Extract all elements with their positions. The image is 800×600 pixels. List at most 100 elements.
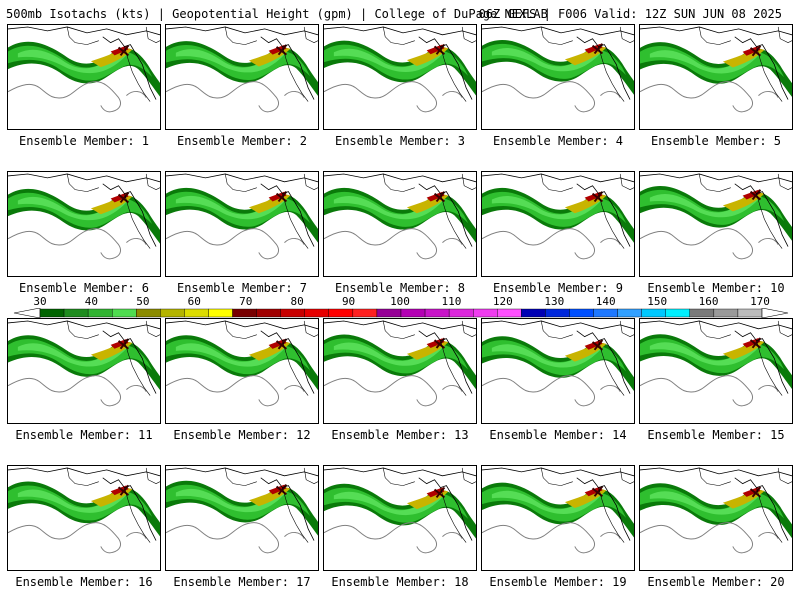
ensemble-map-panel: [639, 465, 793, 571]
colorbar: 30 40 50 60 70 80 90 100 110 120 130 140 150 160 170: [0, 296, 800, 320]
ensemble-member-label: Ensemble Member: 14: [489, 428, 627, 442]
colorbar-swatch: [665, 308, 691, 318]
ensemble-map-panel: [165, 465, 319, 571]
colorbar-swatch: [352, 308, 378, 318]
ensemble-member-label: Ensemble Member: 6: [18, 281, 150, 295]
colorbar-swatch: [304, 308, 330, 318]
map-svg: [482, 467, 634, 554]
map-svg: [482, 26, 634, 113]
colorbar-swatch: [593, 308, 618, 318]
ensemble-member-label: Ensemble Member: 11: [15, 428, 153, 442]
colorbar-tick-label: 160: [698, 295, 719, 308]
colorbar-tick-label: 140: [595, 295, 616, 308]
colorbar-swatch: [617, 308, 642, 318]
colorbar-swatch: [136, 308, 161, 318]
colorbar-tick-label: 60: [187, 295, 201, 308]
ensemble-map-panel: [481, 318, 635, 424]
colorbar-tick-label: 170: [750, 295, 770, 308]
ensemble-member-label: Ensemble Member: 2: [176, 134, 308, 148]
ensemble-member-label: Ensemble Member: 20: [647, 575, 785, 589]
ensemble-map-panel: [165, 24, 319, 130]
ensemble-map-panel: [639, 318, 793, 424]
colorbar-swatch: [713, 308, 739, 318]
colorbar-tick-label: 30: [33, 295, 47, 308]
colorbar-swatch: [328, 308, 354, 318]
title-left: 500mb Isotachs (kts) | Geopotential Heig…: [6, 7, 548, 21]
map-svg: [166, 173, 318, 260]
map-svg: [640, 467, 792, 554]
colorbar-tick-label: 150: [647, 295, 668, 308]
colorbar-tick-label: 120: [492, 295, 513, 308]
colorbar-swatch: [545, 308, 570, 318]
colorbar-tick-label: 110: [441, 295, 462, 308]
map-svg: [166, 26, 318, 113]
map-svg: [8, 173, 160, 260]
colorbar-tick-label: 50: [136, 295, 150, 308]
ensemble-map-panel: [481, 171, 635, 277]
ensemble-map-panel: [7, 465, 161, 571]
colorbar-swatch: [39, 308, 65, 318]
map-svg: [8, 320, 160, 407]
ensemble-map-panel: [323, 171, 477, 277]
colorbar-tick-label: 130: [544, 295, 565, 308]
colorbar-tick-label: 90: [341, 295, 356, 308]
ensemble-member-label: Ensemble Member: 16: [15, 575, 153, 589]
ensemble-member-label: Ensemble Member: 19: [489, 575, 627, 589]
ensemble-member-label: Ensemble Member: 5: [650, 134, 782, 148]
colorbar-swatch: [424, 308, 450, 318]
ensemble-map-panel: [165, 171, 319, 277]
map-svg: [166, 467, 318, 554]
colorbar-swatch: [184, 308, 209, 318]
map-svg: [8, 26, 160, 113]
ensemble-map-panel: [481, 465, 635, 571]
ensemble-member-label: Ensemble Member: 18: [331, 575, 469, 589]
colorbar-swatch: [569, 308, 594, 318]
colorbar-swatch: [641, 308, 666, 318]
ensemble-map-panel: [323, 465, 477, 571]
colorbar-tick-label: 100: [390, 295, 410, 308]
colorbar-swatch: [689, 308, 715, 318]
colorbar-swatch: [111, 308, 137, 318]
map-svg: [324, 320, 476, 407]
ensemble-map-panel: [7, 171, 161, 277]
colorbar-swatch: [497, 308, 522, 318]
colorbar-swatch: [256, 308, 281, 318]
ensemble-map-panel: [639, 24, 793, 130]
colorbar-right-arrow: [761, 308, 789, 318]
colorbar-swatch: [232, 308, 257, 318]
ensemble-map-panel: [165, 318, 319, 424]
map-svg: [324, 467, 476, 554]
ensemble-map-panel: [323, 24, 477, 130]
map-svg: [166, 320, 318, 407]
map-svg: [640, 320, 792, 407]
colorbar-tick-label: 70: [239, 295, 253, 308]
map-svg: [482, 173, 634, 260]
ensemble-member-label: Ensemble Member: 15: [647, 428, 785, 442]
title-right: 06Z GEFS | F006 Valid: 12Z SUN JUN 08 20…: [478, 7, 782, 21]
ensemble-map-panel: [323, 318, 477, 424]
colorbar-labels: 30 40 50 60 70 80 90 100 110 120 130 140 150 160 170: [0, 296, 800, 308]
ensemble-member-label: Ensemble Member: 12: [173, 428, 311, 442]
ensemble-map-panel: [7, 24, 161, 130]
colorbar-swatch: [448, 308, 474, 318]
title-bar: 500mb Isotachs (kts) | Geopotential Heig…: [6, 6, 796, 22]
ensemble-member-label: Ensemble Member: 13: [331, 428, 469, 442]
ensemble-map-panel: [639, 171, 793, 277]
colorbar-swatch: [63, 308, 89, 318]
colorbar-swatch: [521, 308, 546, 318]
colorbar-swatch: [160, 308, 185, 318]
colorbar-swatch: [473, 308, 498, 318]
map-svg: [324, 26, 476, 113]
colorbar-swatch: [280, 308, 305, 318]
ensemble-member-label: Ensemble Member: 1: [18, 134, 150, 148]
ensemble-member-label: Ensemble Member: 9: [492, 281, 624, 295]
colorbar-left-arrow: [13, 308, 41, 318]
map-svg: [482, 320, 634, 407]
colorbar-tick-label: 40: [84, 295, 99, 308]
map-svg: [8, 467, 160, 554]
ensemble-member-label: Ensemble Member: 10: [647, 281, 785, 295]
colorbar-swatch: [376, 308, 402, 318]
colorbar-swatch: [87, 308, 113, 318]
map-svg: [324, 173, 476, 260]
map-svg: [640, 173, 792, 260]
